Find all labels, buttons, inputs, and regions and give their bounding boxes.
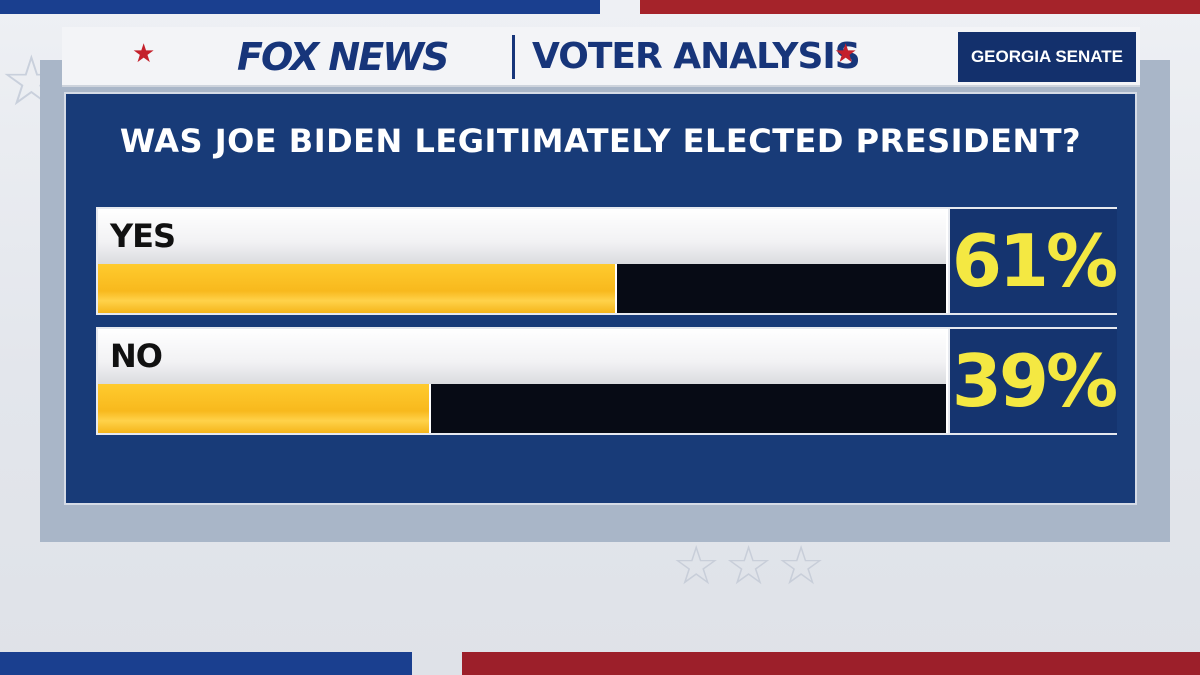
right-star-icon: ★ [834, 39, 858, 69]
answer-row-no: NO 39% [96, 327, 1118, 435]
label-strip [98, 209, 946, 264]
answer-label: NO [110, 337, 163, 375]
answer-row-yes: YES 61% [96, 207, 1118, 315]
label-strip [98, 329, 946, 384]
question-title: WAS JOE BIDEN LEGITIMATELY ELECTED PRESI… [119, 122, 1082, 160]
results-panel: WAS JOE BIDEN LEGITIMATELY ELECTED PRESI… [64, 92, 1137, 505]
left-star-icon: ★ [132, 39, 156, 69]
bar-fill-no [98, 384, 431, 433]
percent-value: 61% [951, 219, 1118, 303]
header-divider [512, 35, 515, 79]
header-bar: ★ FOX NEWS VOTER ANALYSIS ★ GEORGIA SENA… [62, 27, 1140, 87]
percent-value: 39% [951, 339, 1118, 423]
fox-news-logo: FOX NEWS [237, 35, 449, 79]
top-stripe-blue [0, 0, 600, 14]
top-stripe-red [640, 0, 1200, 14]
answer-label: YES [110, 217, 176, 255]
bar-fill-yes [98, 264, 618, 313]
background-stars-icon: ☆☆☆ [672, 534, 830, 597]
bottom-stripe-blue [0, 652, 412, 675]
percent-box: 61% [948, 209, 1118, 313]
race-badge: GEORGIA SENATE [958, 32, 1136, 82]
percent-box: 39% [948, 329, 1118, 433]
bottom-stripe-red [462, 652, 1200, 675]
header-title: VOTER ANALYSIS [532, 36, 861, 77]
bar-track [98, 264, 946, 313]
bar-track [98, 384, 946, 433]
